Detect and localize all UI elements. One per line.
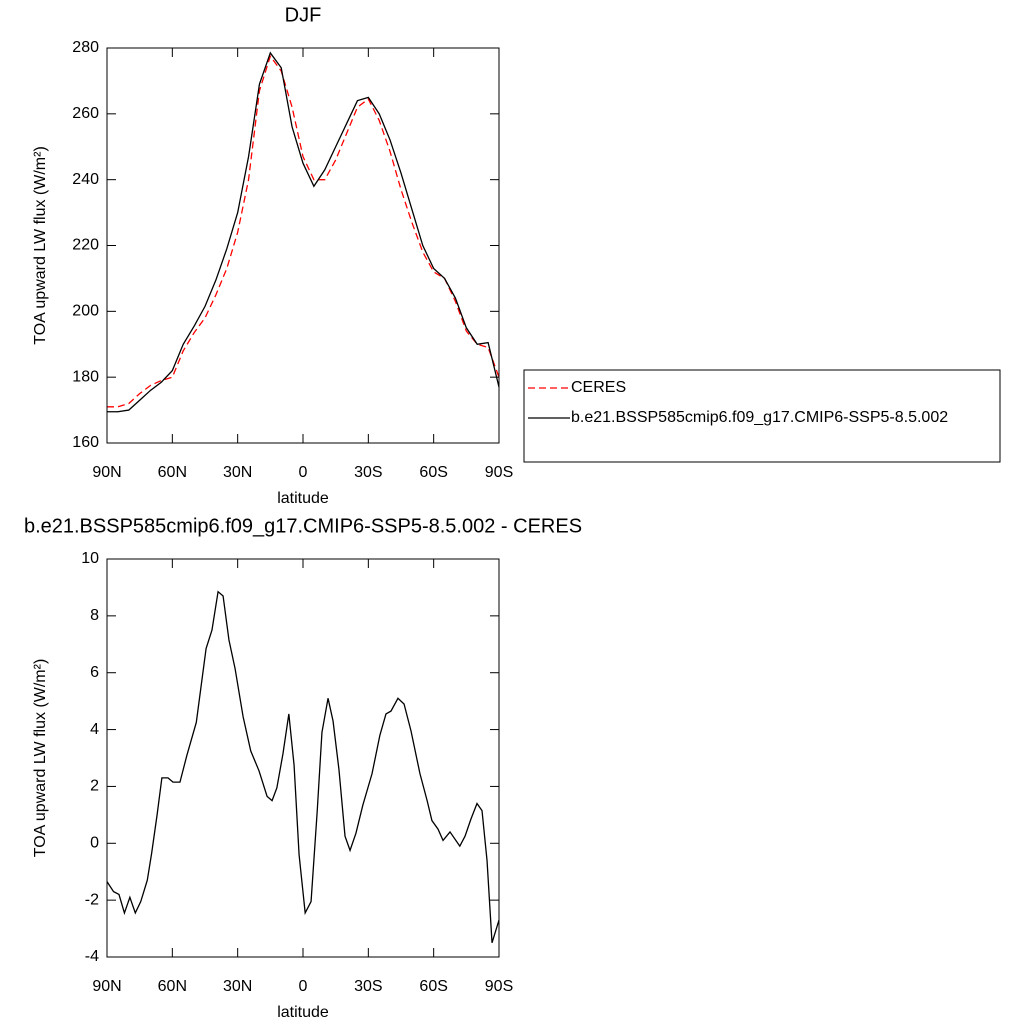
y-tick-label: 220: [72, 237, 99, 254]
y-tick-label: -4: [85, 948, 99, 965]
x-tick-label: 30N: [223, 978, 252, 995]
x-tick-label: 90N: [92, 978, 121, 995]
y-tick-label: 160: [72, 434, 99, 451]
x-tick-label: 0: [299, 464, 308, 481]
x-tick-label: 30N: [223, 464, 252, 481]
x-tick-label: 90S: [485, 978, 513, 995]
legend-box: [523, 369, 1001, 463]
y-tick-label: 260: [72, 105, 99, 122]
y-tick-label: 200: [72, 303, 99, 320]
x-tick-label: 0: [299, 978, 308, 995]
x-axis-label: latitude: [277, 1004, 329, 1021]
plot-frame: [106, 558, 500, 958]
y-tick-label: 4: [90, 721, 99, 738]
y-axis-label: TOA upward LW flux (W/m²): [32, 146, 49, 345]
x-tick-label: 30S: [354, 464, 382, 481]
x-tick-label: 60N: [158, 978, 187, 995]
data-line: [107, 54, 500, 408]
chart-title: b.e21.BSSP585cmip6.f09_g17.CMIP6-SSP5-8.…: [24, 515, 582, 537]
x-tick-label: 30S: [354, 978, 382, 995]
y-tick-label: 240: [72, 171, 99, 188]
data-line: [107, 51, 500, 413]
x-tick-label: 60S: [419, 464, 447, 481]
y-tick-label: 6: [90, 664, 99, 681]
y-tick-label: 2: [90, 778, 99, 795]
legend-label: CERES: [571, 379, 626, 396]
x-tick-label: 90S: [485, 464, 513, 481]
y-tick-label: 10: [81, 550, 99, 567]
y-tick-label: 8: [90, 607, 99, 624]
y-tick-label: -2: [85, 891, 99, 908]
x-tick-label: 90N: [92, 464, 121, 481]
y-axis-label: TOA upward LW flux (W/m²): [32, 659, 49, 858]
plot-frame: [106, 47, 500, 444]
y-tick-label: 180: [72, 368, 99, 385]
chart-title: DJF: [285, 4, 322, 26]
y-tick-label: 280: [72, 39, 99, 56]
x-tick-label: 60N: [158, 464, 187, 481]
x-tick-label: 60S: [419, 978, 447, 995]
legend-label: b.e21.BSSP585cmip6.f09_g17.CMIP6-SSP5-8.…: [571, 409, 948, 426]
y-tick-label: 0: [90, 835, 99, 852]
data-line: [106, 590, 500, 943]
x-axis-label: latitude: [277, 490, 329, 507]
